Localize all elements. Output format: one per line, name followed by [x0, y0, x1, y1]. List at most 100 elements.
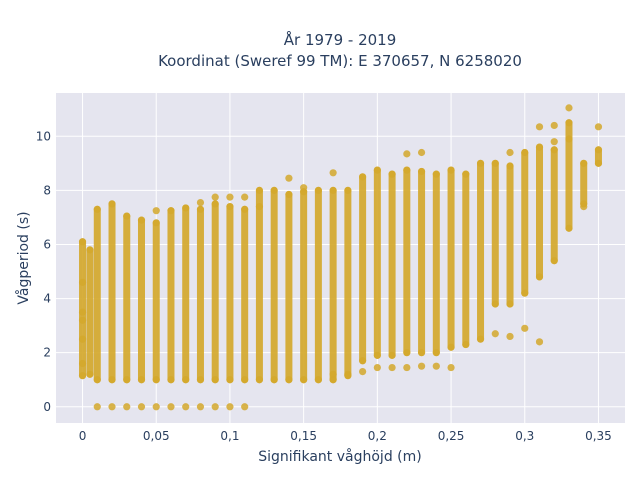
x-tick-label: 0,05	[143, 429, 170, 443]
data-point	[388, 351, 396, 359]
data-point	[300, 376, 308, 384]
chart-title-line-1: År 1979 - 2019	[284, 30, 397, 49]
data-point	[506, 148, 514, 157]
y-tick-label: 10	[36, 129, 51, 143]
data-point	[78, 308, 87, 316]
data-point	[403, 150, 411, 158]
data-point	[241, 193, 249, 201]
data-point	[329, 370, 337, 378]
data-point	[491, 300, 499, 308]
data-point	[226, 193, 234, 201]
data-point	[196, 205, 205, 213]
data-point	[78, 316, 87, 324]
data-point	[86, 246, 94, 254]
data-point	[241, 403, 249, 411]
x-tick-label: 0,3	[515, 429, 534, 443]
data-point	[152, 403, 160, 411]
data-point	[241, 205, 249, 213]
y-axis-ticks: 0 2 4 6 8 10	[36, 129, 51, 413]
data-point	[167, 207, 175, 215]
data-point	[329, 186, 337, 194]
data-point	[403, 363, 411, 372]
data-point	[359, 357, 367, 365]
data-point	[255, 203, 264, 211]
data-point	[417, 148, 426, 157]
data-point	[565, 104, 573, 112]
data-point	[521, 324, 529, 332]
data-point	[255, 186, 264, 194]
data-point	[241, 376, 249, 384]
data-point	[78, 359, 87, 368]
data-point	[137, 376, 146, 384]
data-point	[270, 376, 278, 384]
x-axis-title: Signifikant våghöjd (m)	[258, 448, 421, 465]
data-point	[403, 349, 411, 357]
y-axis-title: Vågperiod (s)	[15, 211, 32, 304]
data-point	[211, 376, 219, 384]
data-point	[108, 403, 116, 411]
data-point	[314, 186, 322, 194]
data-point	[314, 376, 322, 384]
data-point	[432, 170, 440, 178]
data-point	[255, 376, 264, 384]
data-point	[93, 376, 101, 384]
data-point	[270, 186, 278, 194]
data-point	[344, 370, 352, 378]
data-point	[432, 362, 440, 370]
data-point	[432, 349, 440, 357]
data-point	[388, 170, 396, 178]
data-point	[196, 376, 205, 384]
data-point	[137, 403, 146, 411]
data-point	[167, 376, 175, 384]
data-point	[550, 146, 558, 154]
data-point	[329, 169, 337, 177]
data-point	[196, 403, 205, 411]
data-point	[123, 212, 131, 220]
y-tick-label: 4	[43, 292, 51, 306]
data-point	[167, 403, 175, 411]
data-point	[491, 330, 499, 338]
data-point	[594, 123, 603, 131]
data-point	[152, 376, 160, 384]
data-point	[373, 363, 381, 372]
data-point	[226, 203, 234, 211]
chart-title-line-2: Koordinat (Sweref 99 TM): E 370657, N 62…	[158, 52, 522, 70]
data-point	[359, 173, 367, 181]
x-axis-ticks: 0 0,05 0,1 0,15 0,2 0,25 0,3 0,35	[79, 429, 612, 443]
data-point	[182, 403, 190, 411]
data-point	[506, 332, 514, 341]
y-tick-label: 0	[43, 400, 51, 414]
data-point	[182, 376, 190, 384]
data-point	[152, 219, 160, 227]
data-point	[565, 135, 573, 143]
y-tick-label: 8	[43, 183, 51, 197]
data-point	[447, 363, 455, 372]
data-point	[182, 204, 190, 212]
x-tick-label: 0,35	[585, 429, 612, 443]
data-point	[137, 216, 146, 224]
data-point	[594, 159, 603, 167]
data-point	[123, 376, 131, 384]
data-point	[521, 289, 529, 297]
data-points	[78, 104, 603, 411]
data-point	[580, 159, 588, 167]
data-point	[403, 166, 411, 174]
x-tick-label: 0,1	[220, 429, 239, 443]
data-point	[506, 300, 514, 308]
x-tick-label: 0,25	[438, 429, 465, 443]
data-point	[285, 190, 293, 199]
data-point	[550, 257, 558, 265]
data-point	[78, 335, 87, 343]
data-point	[594, 146, 603, 154]
data-point	[550, 121, 558, 130]
data-point	[565, 119, 573, 127]
data-point	[196, 198, 205, 207]
data-point	[535, 273, 544, 281]
data-point	[373, 166, 381, 174]
x-tick-label: 0,15	[290, 429, 317, 443]
data-point	[285, 376, 293, 384]
data-point	[565, 224, 573, 232]
data-point	[462, 340, 470, 349]
data-point	[535, 338, 544, 346]
